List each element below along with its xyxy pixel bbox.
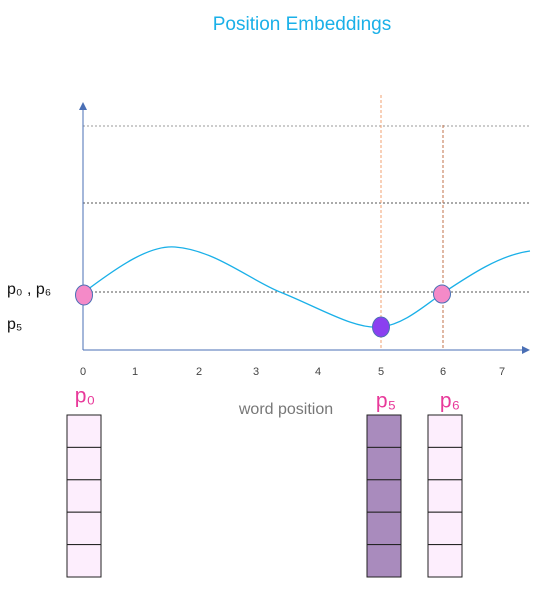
point bbox=[372, 316, 390, 338]
cell bbox=[366, 511, 402, 546]
cell bbox=[66, 511, 102, 546]
cell bbox=[366, 414, 402, 448]
point bbox=[433, 284, 451, 304]
x-tick-label: 7 bbox=[499, 366, 505, 378]
x-tick-label: 5 bbox=[378, 366, 384, 378]
title: Position Embeddings bbox=[213, 14, 392, 35]
cell bbox=[66, 446, 102, 481]
point-label: p₅ bbox=[7, 316, 22, 333]
embedding-column bbox=[66, 414, 102, 578]
embedding-column bbox=[366, 414, 402, 578]
cell bbox=[427, 544, 463, 578]
grid bbox=[82, 95, 530, 350]
cell bbox=[66, 544, 102, 578]
curve bbox=[82, 246, 531, 328]
cell bbox=[66, 479, 102, 513]
x-tick-label: 1 bbox=[132, 366, 138, 378]
column-label: p₅ bbox=[376, 390, 396, 413]
x-tick-label: 6 bbox=[440, 366, 446, 378]
cell bbox=[366, 479, 402, 513]
x-tick-label: 3 bbox=[253, 366, 259, 378]
point-label: p₀ , p₆ bbox=[7, 281, 51, 298]
cell bbox=[427, 446, 463, 481]
cell bbox=[66, 414, 102, 448]
x-tick-label: 0 bbox=[80, 366, 86, 378]
cell bbox=[427, 414, 463, 448]
embedding-column bbox=[427, 414, 463, 578]
column-label: p₆ bbox=[440, 390, 460, 413]
x-tick-label: 4 bbox=[315, 366, 321, 378]
cell bbox=[427, 511, 463, 546]
axis-label: word position bbox=[238, 401, 333, 418]
cell bbox=[366, 544, 402, 578]
x-tick-label: 2 bbox=[196, 366, 202, 378]
column-label: p₀ bbox=[75, 385, 95, 408]
point bbox=[75, 284, 93, 306]
cell bbox=[427, 479, 463, 513]
cell bbox=[366, 446, 402, 481]
